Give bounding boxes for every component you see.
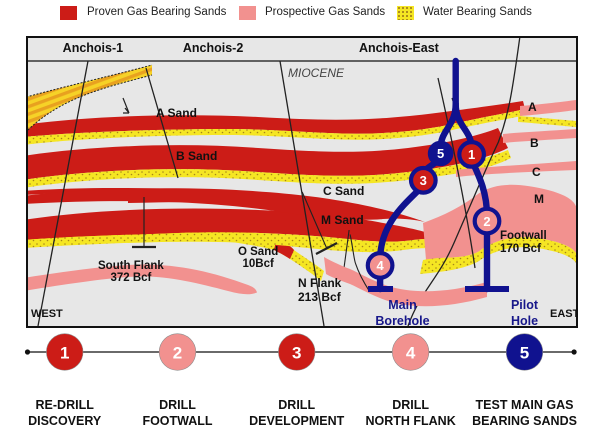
svg-text:4: 4 bbox=[406, 344, 416, 363]
svg-text:1: 1 bbox=[468, 147, 475, 162]
svg-text:2: 2 bbox=[173, 344, 182, 363]
svg-text:5: 5 bbox=[437, 146, 444, 161]
svg-text:1: 1 bbox=[60, 344, 69, 363]
svg-text:4: 4 bbox=[376, 258, 384, 273]
svg-text:3: 3 bbox=[420, 173, 427, 188]
svg-text:2: 2 bbox=[483, 214, 490, 229]
svg-text:5: 5 bbox=[520, 344, 529, 363]
svg-text:3: 3 bbox=[292, 344, 301, 363]
